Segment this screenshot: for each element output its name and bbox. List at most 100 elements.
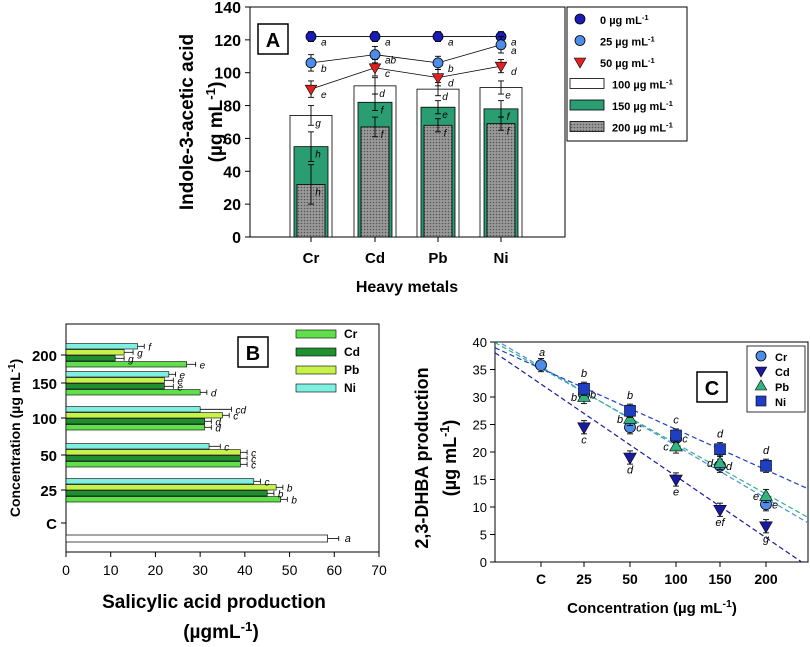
- y-tick-label: 15: [473, 473, 487, 488]
- label-part: 50: [600, 58, 615, 70]
- bar: [360, 126, 390, 238]
- y-tick-label: 40: [473, 335, 487, 350]
- superscript: -1: [438, 426, 452, 437]
- panel-label-box: [237, 336, 269, 368]
- x-tick-label: C: [536, 571, 546, 587]
- legend-marker: [574, 13, 586, 25]
- significance-letter: d: [448, 79, 454, 90]
- panel-label: C: [705, 378, 719, 400]
- panel-c-chart: 0 5 10 15 20 25 30 35 40 C 25 50 100 150 200 Concentrat…: [412, 335, 809, 617]
- significance-letter: a: [321, 38, 327, 49]
- significance-letter: d: [442, 92, 448, 103]
- significance-letter: d: [763, 445, 770, 457]
- significance-letter: e: [177, 376, 183, 387]
- legend-marker: [754, 366, 768, 378]
- significance-letter: b: [627, 390, 633, 402]
- label-part: µg mL: [609, 15, 642, 27]
- label-part: 0: [600, 15, 609, 27]
- significance-letter: a: [539, 347, 545, 359]
- panel-label: A: [266, 30, 280, 52]
- legend-label: 100 µg mL-1: [612, 77, 674, 92]
- y-tick-label: 30: [473, 390, 487, 405]
- panel-b-frame: [65, 323, 380, 553]
- data-point: [535, 359, 547, 372]
- significance-letter: a: [385, 38, 391, 49]
- significance-letter: c: [636, 422, 642, 434]
- legend-marker: [574, 35, 586, 46]
- series-line: [310, 44, 502, 64]
- y-tick-label: 20: [473, 445, 487, 460]
- x-tick-label: 50: [622, 571, 638, 587]
- significance-letter: b: [617, 414, 623, 426]
- x-tick-label: Pb: [428, 250, 447, 267]
- data-point: [304, 84, 318, 96]
- legend-swatch: [569, 121, 605, 132]
- bar: [65, 461, 241, 468]
- significance-letter: c: [233, 411, 238, 422]
- data-point: [305, 57, 317, 69]
- x-tick-label: 30: [192, 562, 208, 578]
- y-tick-label: 0: [232, 230, 241, 247]
- y-axis-unit: (µg mL-1): [438, 420, 460, 497]
- y-tick-label: 140: [214, 0, 241, 17]
- bar: [65, 349, 125, 356]
- label-part: ): [206, 82, 227, 88]
- legend-label: Ni: [775, 397, 786, 409]
- label-part: 100: [612, 80, 633, 92]
- label-part: (µgmL: [183, 622, 241, 643]
- panel-label: B: [246, 343, 260, 365]
- legend-label: Cr: [775, 352, 788, 364]
- data-point: [669, 474, 683, 487]
- legend-label: Cr: [344, 327, 358, 341]
- superscript: -1: [7, 363, 18, 372]
- label-part: Concentration (µg mL: [567, 600, 722, 617]
- y-tick-label: 40: [223, 164, 241, 181]
- y-tick-label: 200: [32, 348, 57, 365]
- y-tick-label: 20: [223, 197, 241, 214]
- y-tick-label: 35: [473, 363, 487, 378]
- superscript: -1: [666, 99, 674, 108]
- data-point: [305, 31, 317, 42]
- label-part: µg mL: [615, 37, 648, 49]
- data-point: [669, 439, 683, 452]
- data-point: [713, 505, 727, 517]
- bar: [65, 424, 205, 431]
- label-part: 200: [612, 123, 633, 135]
- data-point: [670, 429, 682, 442]
- legend-label: Cd: [775, 367, 790, 379]
- label-part: µg mL: [633, 123, 666, 135]
- significance-letter: e: [673, 487, 679, 499]
- legend-label: 200 µg mL-1: [612, 120, 674, 135]
- significance-letter: h: [315, 150, 321, 161]
- superscript: -1: [648, 56, 656, 65]
- significance-letter: g: [315, 118, 321, 129]
- significance-letter: d: [215, 423, 221, 434]
- label-part: ): [252, 622, 258, 643]
- significance-letter: f: [381, 130, 385, 141]
- x-axis-unit: (µgmL-1): [183, 619, 259, 644]
- x-tick-label: Cr: [303, 250, 320, 267]
- legend-swatch: [569, 78, 605, 89]
- significance-letter: f: [444, 128, 448, 139]
- legend-label: 25 µg mL-1: [600, 34, 655, 49]
- data-point: [759, 521, 773, 534]
- bar: [65, 490, 268, 497]
- label-part: Concentration (µg mL: [7, 372, 23, 517]
- y-axis-unit: (µg mL-1): [203, 82, 228, 163]
- data-point: [368, 63, 382, 75]
- data-point: [495, 39, 507, 51]
- significance-letter: e: [321, 90, 327, 101]
- significance-letter: h: [315, 187, 321, 198]
- y-tick-label: 50: [40, 448, 57, 465]
- label-part: ): [7, 359, 23, 364]
- significance-letter: a: [511, 46, 517, 57]
- significance-letter: c: [385, 69, 390, 80]
- significance-letter: a: [345, 533, 351, 545]
- y-tick-label: 100: [32, 411, 57, 428]
- significance-letter: f: [148, 342, 152, 353]
- trendline: [497, 342, 808, 524]
- significance-letter: b: [291, 495, 297, 506]
- legend-label: Pb: [344, 363, 359, 377]
- significance-letter: d: [215, 417, 221, 428]
- significance-letter: c: [581, 434, 587, 446]
